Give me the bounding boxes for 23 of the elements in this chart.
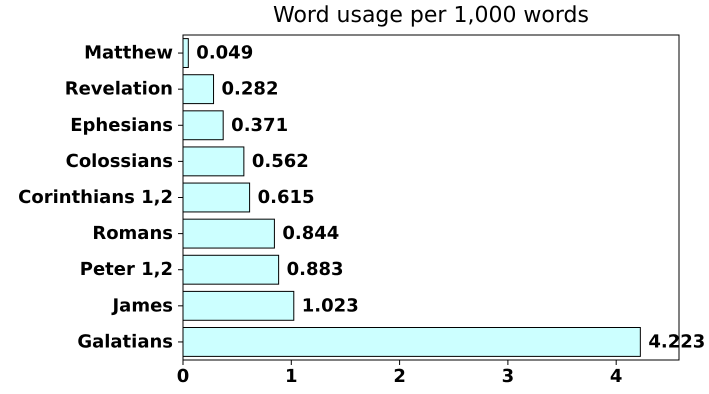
y-tick-label: Romans	[92, 223, 173, 244]
x-tick-label: 0	[176, 366, 190, 387]
data-label: 0.049	[196, 42, 254, 64]
data-label: 0.883	[286, 259, 344, 280]
y-tick-label: James	[110, 295, 173, 316]
y-tick-label: Corinthians 1,2	[18, 187, 173, 208]
y-tick-label: Peter 1,2	[80, 259, 173, 280]
data-label: 0.371	[231, 114, 288, 136]
y-tick-label: Colossians	[66, 150, 173, 172]
data-label: 0.562	[252, 150, 309, 172]
y-tick-label: Galatians	[77, 331, 173, 352]
x-tick-label: 4	[610, 366, 622, 387]
y-tick-label: Ephesians	[70, 114, 173, 136]
data-label: 0.282	[222, 78, 278, 100]
data-label: 0.615	[258, 187, 315, 208]
x-tick-label: 1	[285, 366, 298, 387]
data-label: 0.844	[282, 223, 340, 244]
y-tick-label: Matthew	[84, 42, 173, 64]
chart-title: Word usage per 1,000 words	[273, 3, 589, 28]
x-tick-label: 2	[393, 366, 406, 387]
x-tick-label: 3	[502, 366, 514, 387]
data-label: 1.023	[302, 295, 359, 316]
y-tick-label: Revelation	[64, 78, 173, 100]
